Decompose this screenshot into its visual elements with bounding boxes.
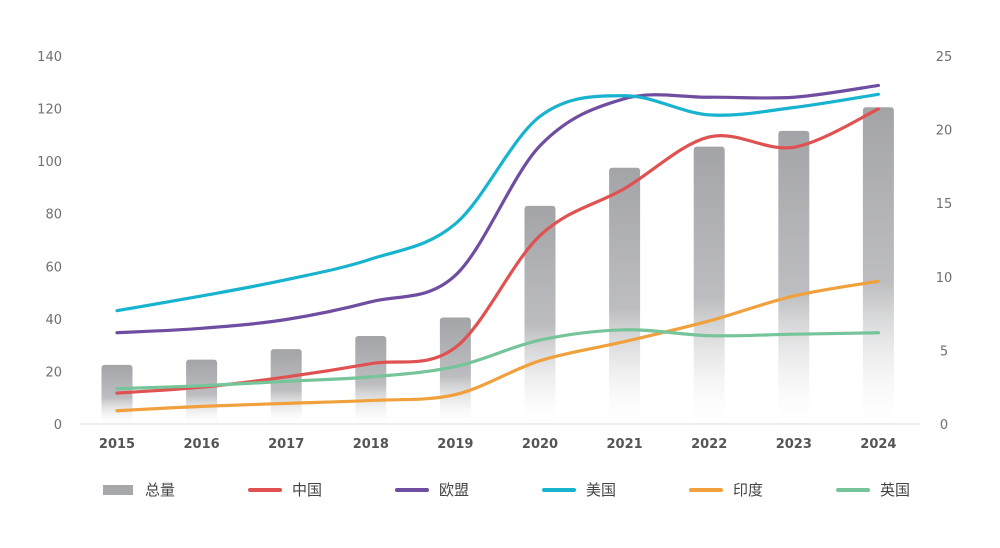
legend-swatch bbox=[103, 485, 133, 495]
series-line-1 bbox=[115, 107, 880, 395]
y-left-tick-label: 80 bbox=[45, 208, 62, 223]
bar-2017 bbox=[270, 349, 302, 424]
y-left-tick-label: 100 bbox=[37, 155, 62, 170]
x-axis: 2015 2016 2017 2018 2019 2020 2021 2022 2023 2024 bbox=[99, 437, 897, 452]
y-right-tick-label: 0 bbox=[940, 418, 948, 433]
bar-2021 bbox=[609, 167, 641, 424]
bar-2023 bbox=[778, 130, 810, 424]
y-left-tick-label: 0 bbox=[54, 418, 62, 433]
series-line-2 bbox=[115, 83, 880, 335]
y-right-axis: 0 5 10 15 20 25 bbox=[936, 50, 953, 433]
legend-label: 英国 bbox=[880, 481, 910, 499]
bar-2020 bbox=[524, 205, 556, 424]
bar-2022 bbox=[693, 146, 725, 424]
lines-layer bbox=[115, 83, 880, 413]
bar-2019 bbox=[439, 317, 471, 424]
y-left-tick-label: 60 bbox=[45, 260, 62, 275]
y-right-tick-label: 25 bbox=[936, 50, 953, 65]
y-right-tick-label: 5 bbox=[940, 344, 948, 359]
legend-item: 美国 bbox=[542, 481, 616, 499]
x-tick-label: 2023 bbox=[776, 437, 812, 452]
y-left-tick-label: 20 bbox=[45, 365, 62, 380]
legend-label: 总量 bbox=[145, 481, 175, 499]
legend-label: 美国 bbox=[586, 481, 616, 499]
legend-label: 印度 bbox=[733, 481, 763, 499]
legend-label: 中国 bbox=[292, 481, 322, 499]
x-tick-label: 2019 bbox=[437, 437, 473, 452]
legend-item: 总量 bbox=[103, 481, 175, 499]
bar-2018 bbox=[355, 335, 387, 424]
bar-2016 bbox=[186, 359, 218, 424]
x-tick-label: 2024 bbox=[860, 437, 896, 452]
x-tick-label: 2018 bbox=[353, 437, 389, 452]
legend-item: 英国 bbox=[836, 481, 910, 499]
x-tick-label: 2015 bbox=[99, 437, 135, 452]
y-left-tick-label: 40 bbox=[45, 313, 62, 328]
series-line-5 bbox=[115, 328, 880, 391]
legend-item: 印度 bbox=[689, 481, 763, 499]
x-tick-label: 2020 bbox=[522, 437, 558, 452]
legend-item: 欧盟 bbox=[395, 481, 469, 499]
y-left-tick-label: 120 bbox=[37, 103, 62, 118]
legend-label: 欧盟 bbox=[439, 481, 469, 499]
y-left-tick-label: 140 bbox=[37, 50, 62, 65]
x-tick-label: 2021 bbox=[607, 437, 643, 452]
bar-2024 bbox=[862, 107, 894, 424]
x-tick-label: 2022 bbox=[691, 437, 727, 452]
legend-item: 中国 bbox=[248, 481, 322, 499]
x-tick-label: 2017 bbox=[268, 437, 304, 452]
legend: 总量 中国 欧盟 美国 印度 英国 bbox=[103, 481, 910, 499]
y-right-tick-label: 15 bbox=[936, 197, 953, 212]
x-tick-label: 2016 bbox=[184, 437, 220, 452]
y-left-axis: 0 20 40 60 80 100 120 140 bbox=[37, 50, 62, 433]
series-line-3 bbox=[115, 92, 880, 313]
bars-layer bbox=[101, 107, 894, 424]
y-right-tick-label: 20 bbox=[936, 124, 953, 139]
series-line-4 bbox=[115, 279, 880, 413]
y-right-tick-label: 10 bbox=[936, 271, 953, 286]
